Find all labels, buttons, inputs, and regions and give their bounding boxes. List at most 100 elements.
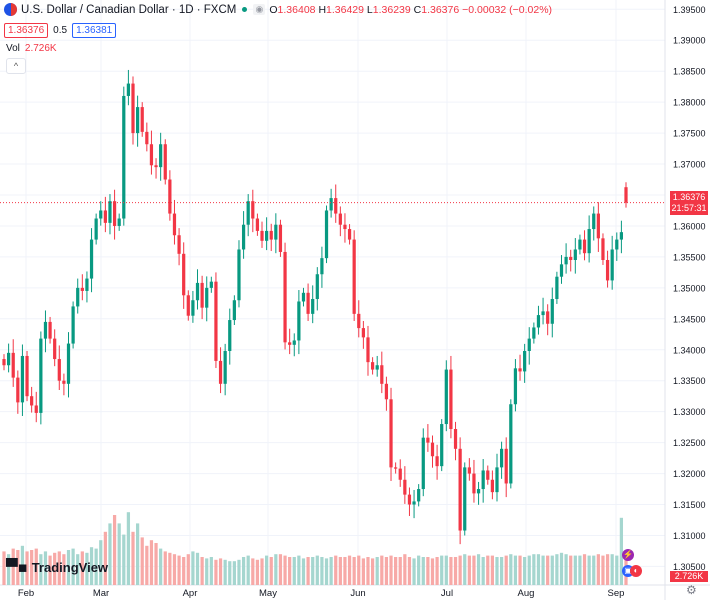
volume-bar (559, 552, 564, 585)
candle-body (527, 338, 531, 351)
candle-body (265, 230, 269, 241)
x-tick-label: Apr (183, 588, 198, 599)
candle-body (596, 213, 600, 239)
volume-bar (486, 555, 490, 585)
y-tick-label: 1.34500 (673, 314, 706, 324)
candle-body (426, 437, 430, 443)
candle-body (288, 342, 292, 345)
candle-body (384, 383, 389, 400)
volume-bar (112, 515, 117, 585)
candle-body (255, 218, 260, 231)
candle-body (370, 362, 375, 370)
candle-body (30, 396, 34, 406)
volume-bar (536, 554, 541, 585)
candle-body (573, 249, 577, 260)
lightning-icon[interactable]: ⚡ (622, 549, 634, 561)
candle-body (20, 355, 25, 403)
candle-body (509, 404, 513, 484)
volume-bar (527, 555, 531, 585)
y-tick-label: 1.37500 (673, 129, 706, 139)
volume-bar (610, 554, 614, 585)
candle-body (177, 235, 181, 254)
volume-bar (523, 557, 527, 585)
volume-bar (182, 557, 186, 585)
collapse-legend-button[interactable]: ^ (6, 58, 26, 74)
candle-body (89, 239, 94, 279)
candle-body (48, 321, 52, 339)
volume-bar (34, 548, 38, 585)
volume-bar (108, 523, 112, 585)
symbol-title[interactable]: U.S. Dollar / Canadian Dollar · 1D · FXC… (21, 3, 237, 16)
candle-body (347, 229, 352, 240)
candle-body (592, 213, 596, 230)
countdown-timer: 21:57:31 (671, 203, 707, 213)
candle-body (237, 249, 241, 301)
trade-buttons: 1.36376 0.5 1.36381 (4, 23, 117, 38)
volume-bar (380, 555, 384, 585)
candle-body (398, 468, 402, 480)
volume-bar (223, 559, 227, 585)
candle-body (343, 224, 347, 230)
volume-bar (601, 555, 605, 585)
volume-label: Vol (6, 43, 20, 54)
x-tick-label: Mar (93, 588, 109, 599)
volume-bar (509, 554, 513, 585)
candle-body (486, 470, 490, 480)
volume-bar (89, 547, 94, 585)
volume-bar (57, 551, 61, 585)
volume-bar (578, 555, 582, 585)
candle-body (481, 470, 485, 490)
volume-bar (541, 555, 545, 585)
volume-bar (343, 557, 347, 585)
volume-bar (241, 557, 246, 585)
volume-bar (131, 531, 135, 585)
volume-bar (246, 555, 250, 585)
candle-body (458, 448, 462, 531)
volume-bar (375, 557, 379, 585)
volume-bar (615, 555, 619, 585)
candle-body (435, 456, 439, 467)
candle-body (532, 327, 536, 339)
buy-button[interactable]: 1.36381 (72, 23, 117, 38)
y-tick-label: 1.32500 (673, 438, 706, 448)
candle-body (200, 282, 204, 308)
candle-body (536, 315, 541, 328)
candle-body (357, 313, 361, 329)
volume-bar (255, 559, 260, 585)
volume-bar (417, 555, 421, 585)
candle-body (403, 479, 407, 495)
candle-body (168, 179, 172, 214)
eye-icon[interactable]: ◉ (253, 4, 266, 15)
volume-bar (444, 555, 448, 585)
candle-body (472, 473, 476, 494)
volume-bar (159, 548, 163, 585)
volume-bar (168, 552, 172, 585)
candle-body (610, 249, 614, 281)
dividend-event-icon[interactable]: ◐ (630, 565, 642, 577)
volume-bar (260, 558, 264, 585)
candle-body (6, 352, 11, 366)
volume-bar (394, 557, 398, 585)
candle-body (57, 359, 61, 381)
candle-body (352, 239, 356, 314)
volume-bar (357, 555, 361, 585)
candle-body (76, 287, 80, 307)
candle-body (301, 292, 306, 302)
volume-bar (145, 545, 149, 585)
volume-legend: Vol 2.726K (6, 43, 57, 54)
candle-body (587, 229, 591, 254)
x-tick-label: Sep (608, 588, 625, 599)
y-tick-label: 1.36000 (673, 221, 706, 231)
sell-button[interactable]: 1.36376 (4, 23, 49, 38)
candle-body (467, 467, 471, 474)
y-tick-label: 1.34000 (673, 345, 706, 355)
volume-bar (232, 561, 236, 585)
tradingview-logo[interactable]: ▀▪ TradingView (6, 558, 108, 576)
gear-icon[interactable]: ⚙ (686, 583, 697, 597)
volume-bar (301, 558, 306, 585)
volume-bar (122, 534, 126, 585)
candle-body (112, 201, 117, 226)
volume-bar (214, 559, 218, 585)
volume-bar (306, 557, 310, 585)
